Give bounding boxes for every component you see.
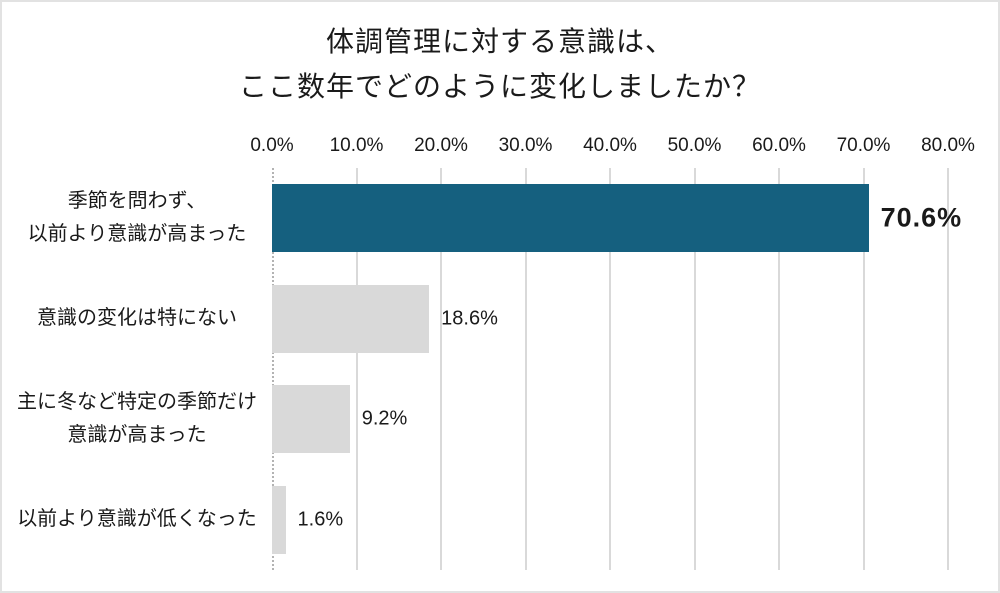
bar (272, 184, 869, 253)
x-axis-tick: 60.0% (752, 135, 806, 156)
gridline (440, 168, 442, 570)
x-axis-tick: 80.0% (921, 135, 975, 156)
gridline (778, 168, 780, 570)
bar-row: 主に冬など特定の季節だけ 意識が高まった 9.2% (2, 369, 998, 470)
category-label: 主に冬など特定の季節だけ 意識が高まった (17, 391, 257, 447)
x-axis-tick: 70.0% (836, 135, 891, 156)
zero-axis-line (272, 168, 274, 570)
bar (272, 284, 430, 353)
category-label: 以前より意識が低くなった (17, 508, 257, 531)
bar-rows: 季節を問わず、 以前より意識が高まった 70.6% 意識の変化は特にない 18.6% 主に… (2, 168, 998, 570)
x-axis-tick: 40.0% (583, 135, 637, 156)
x-axis-tick: 30.0% (498, 135, 553, 156)
chart-title-line-1: 体調管理に対する意識は、 (325, 26, 674, 57)
category-label: 意識の変化は特にない (37, 307, 237, 330)
gridline (355, 168, 358, 570)
gridline (947, 168, 949, 570)
value-label: 18.6% (441, 307, 498, 330)
bar (272, 385, 350, 454)
value-label: 9.2% (361, 407, 408, 430)
chart-title-line-2: ここ数年でどのように変化しましたか？ (238, 71, 761, 102)
plot-area (272, 168, 949, 570)
gridline (862, 168, 865, 570)
bar (272, 485, 286, 554)
bar-row: 意識の変化は特にない 18.6% (2, 269, 998, 370)
gridline (524, 168, 527, 570)
chart-title: 体調管理に対する意識は、 ここ数年でどのように変化しましたか？ (2, 19, 998, 109)
x-axis-tick: 0.0% (250, 135, 294, 156)
x-axis-tick: 20.0% (414, 135, 468, 156)
x-axis: 0.0% 10.0% 20.0% 30.0% 40.0% 50.0% 60.0% 70.0% 8… (2, 135, 998, 159)
category-label: 季節を問わず、 以前より意識が高まった (27, 190, 247, 246)
x-axis-tick: 50.0% (667, 135, 722, 156)
bar-row: 季節を問わず、 以前より意識が高まった 70.6% (2, 168, 998, 269)
value-label: 1.6% (297, 508, 344, 531)
gridline (693, 168, 696, 570)
x-axis-tick: 10.0% (329, 135, 384, 156)
value-label: 70.6% (880, 202, 963, 233)
gridline (609, 168, 611, 570)
bar-row: 以前より意識が低くなった 1.6% (2, 470, 998, 571)
